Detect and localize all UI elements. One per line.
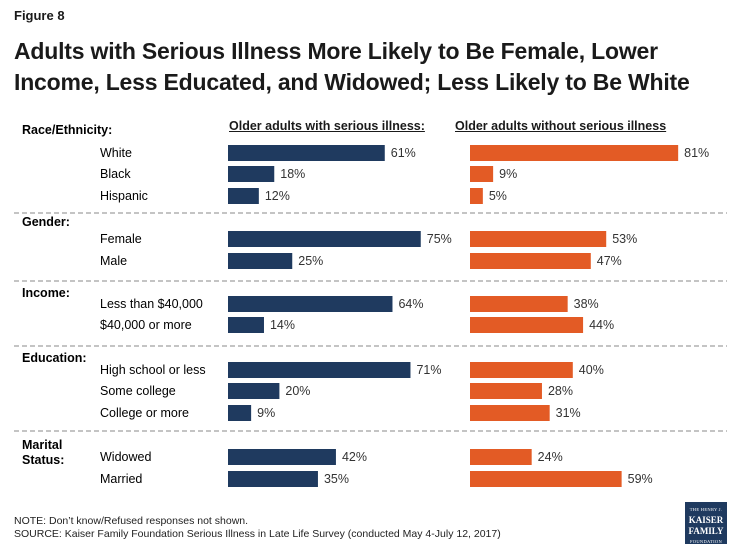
data-label: 71% xyxy=(416,363,441,377)
data-label: 47% xyxy=(597,254,622,268)
data-label: 9% xyxy=(499,167,517,181)
bar-serious xyxy=(228,188,259,204)
category-label: $40,000 or more xyxy=(100,318,192,332)
bar-without xyxy=(470,231,607,247)
group-label: Marital xyxy=(22,438,62,452)
category-label: White xyxy=(100,146,132,160)
category-label: Black xyxy=(100,167,131,181)
data-label: 35% xyxy=(324,472,349,486)
data-label: 40% xyxy=(579,363,604,377)
bar-serious xyxy=(228,231,421,247)
data-label: 9% xyxy=(257,406,275,420)
group-label: Status: xyxy=(22,453,64,467)
category-label: College or more xyxy=(100,406,189,420)
source-text: SOURCE: Kaiser Family Foundation Serious… xyxy=(14,528,501,540)
data-label: 28% xyxy=(548,384,573,398)
logo-line-2: KAISER xyxy=(688,515,724,525)
group-label: Education: xyxy=(22,351,87,365)
note-text: NOTE: Don’t know/Refused responses not s… xyxy=(14,515,249,527)
category-label: Married xyxy=(100,472,142,486)
logo-line-4: FOUNDATION xyxy=(690,539,722,544)
data-label: 31% xyxy=(556,406,581,420)
bar-without xyxy=(470,449,532,465)
category-label: Hispanic xyxy=(100,189,148,203)
category-label: High school or less xyxy=(100,363,206,377)
bar-without xyxy=(470,296,568,312)
data-label: 12% xyxy=(265,189,290,203)
data-label: 42% xyxy=(342,450,367,464)
data-label: 75% xyxy=(427,232,452,246)
group-label: Race/Ethnicity: xyxy=(22,123,112,137)
bar-serious xyxy=(228,145,385,161)
data-label: 24% xyxy=(538,450,563,464)
bar-serious xyxy=(228,449,336,465)
data-label: 38% xyxy=(574,297,599,311)
bar-without xyxy=(470,188,483,204)
bar-chart: Race/Ethnicity: White 61% 81% Black 18% 9% Hisp… xyxy=(14,123,727,487)
bar-serious xyxy=(228,296,393,312)
bar-without xyxy=(470,405,550,421)
bar-without xyxy=(470,317,584,333)
bar-serious xyxy=(228,166,275,182)
category-label: Some college xyxy=(100,384,176,398)
bar-serious xyxy=(228,471,318,487)
data-label: 44% xyxy=(589,318,614,332)
data-label: 5% xyxy=(489,189,507,203)
bar-serious xyxy=(228,405,252,421)
category-label: Male xyxy=(100,254,127,268)
data-label: 20% xyxy=(285,384,310,398)
data-label: 53% xyxy=(612,232,637,246)
group-label: Gender: xyxy=(22,215,70,229)
series-header-without: Older adults without serious illness xyxy=(455,119,667,133)
data-label: 61% xyxy=(391,146,416,160)
bar-serious xyxy=(228,317,264,333)
bar-serious xyxy=(228,253,293,269)
data-label: 81% xyxy=(684,146,709,160)
category-label: Less than $40,000 xyxy=(100,297,203,311)
bar-without xyxy=(470,166,494,182)
bar-serious xyxy=(228,383,280,399)
category-label: Female xyxy=(100,232,142,246)
bar-without xyxy=(470,383,542,399)
logo-line-1: THE HENRY J. xyxy=(689,507,723,512)
data-label: 14% xyxy=(270,318,295,332)
bar-without xyxy=(470,362,573,378)
data-label: 59% xyxy=(628,472,653,486)
kff-logo: THE HENRY J. KAISER FAMILY FOUNDATION xyxy=(685,502,727,544)
bar-without xyxy=(470,253,591,269)
bar-without xyxy=(470,145,679,161)
bar-without xyxy=(470,471,622,487)
logo-line-3: FAMILY xyxy=(688,526,724,536)
figure-label: Figure 8 xyxy=(14,8,65,23)
group-label: Income: xyxy=(22,286,70,300)
category-label: Widowed xyxy=(100,450,151,464)
data-label: 25% xyxy=(298,254,323,268)
series-header-serious: Older adults with serious illness: xyxy=(229,119,425,133)
chart-title: Adults with Serious Illness More Likely … xyxy=(14,38,690,95)
bar-serious xyxy=(228,362,411,378)
data-label: 18% xyxy=(280,167,305,181)
data-label: 64% xyxy=(398,297,423,311)
